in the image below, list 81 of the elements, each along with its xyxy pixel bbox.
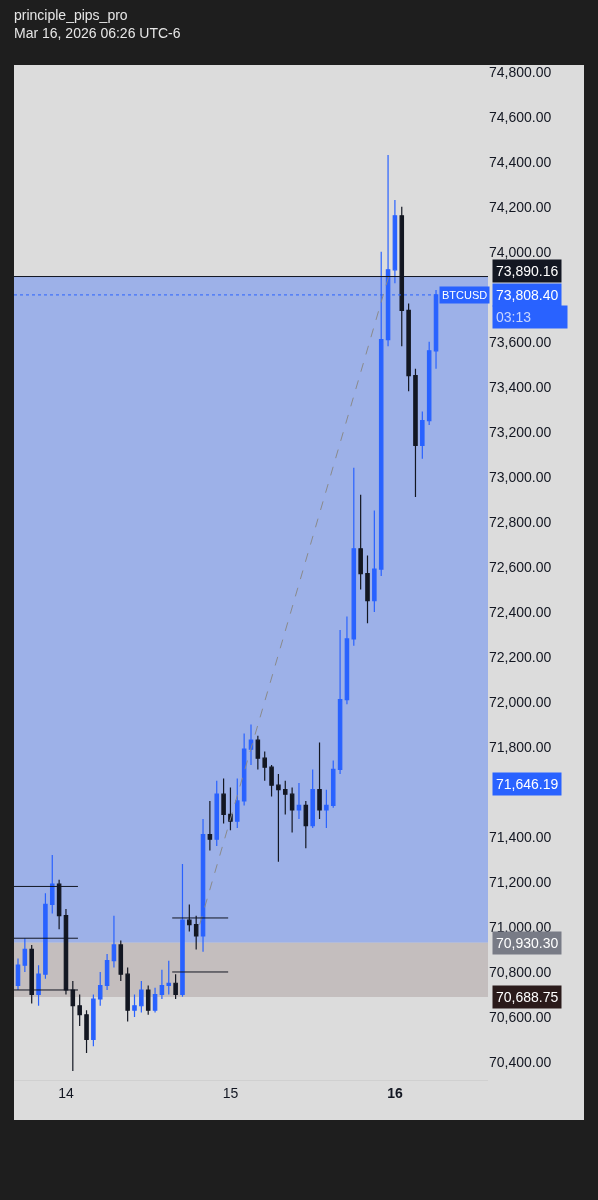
candlestick — [420, 410, 425, 460]
candlestick — [36, 964, 41, 1007]
y-tick-label: 70,400.00 — [489, 1053, 552, 1070]
text: 71,646.19 — [496, 776, 559, 792]
candlestick — [159, 969, 165, 1000]
candlestick — [372, 510, 377, 613]
y-tick-label: 74,000.00 — [489, 243, 552, 260]
candlestick — [77, 993, 82, 1027]
y-tick-label: 72,200.00 — [489, 648, 552, 665]
candlestick — [91, 993, 96, 1047]
y-tick-label: 72,800.00 — [489, 513, 552, 530]
y-tick-label: 71,800.00 — [489, 738, 552, 755]
ref-line-label: 73,890.16 — [496, 263, 559, 279]
candlestick — [49, 854, 55, 915]
candlestick — [22, 937, 28, 973]
candlestick — [84, 1009, 89, 1054]
candlestick — [132, 993, 137, 1018]
candlestick — [344, 615, 350, 705]
y-tick-label: 73,000.00 — [489, 468, 552, 485]
candlestick — [221, 777, 226, 825]
y-tick-label: 73,600.00 — [489, 333, 552, 350]
y-tick-label: 71,000.00 — [489, 918, 552, 935]
candlestick — [145, 984, 151, 1016]
candlestick — [324, 789, 329, 829]
y-tick-label: 74,800.00 — [489, 63, 552, 80]
candlestick — [166, 960, 172, 996]
y-tick-label: 74,400.00 — [489, 153, 552, 170]
candlestick — [125, 966, 130, 1023]
candlestick — [152, 987, 158, 1014]
y-tick-label: 72,400.00 — [489, 603, 552, 620]
candlestick — [358, 494, 363, 590]
candlestick — [200, 818, 206, 953]
y-tick-label: 70,800.00 — [489, 963, 552, 980]
candlestick — [317, 741, 322, 820]
candlestick — [406, 302, 411, 392]
y-tick-label: 72,000.00 — [489, 693, 552, 710]
y-tick-label: 74,200.00 — [489, 198, 552, 215]
y-tick-label: 73,200.00 — [489, 423, 552, 440]
y-tick-label: 74,600.00 — [489, 108, 552, 125]
candlestick — [392, 199, 398, 284]
candlestick — [303, 800, 309, 849]
candlestick — [310, 768, 315, 829]
y-tick-label: 71,400.00 — [489, 828, 552, 845]
candlestick — [97, 971, 103, 1007]
candlestick — [262, 750, 267, 782]
candlestick — [139, 980, 144, 1014]
ref-line-label: 73,808.40 — [496, 287, 559, 303]
candlestick — [255, 735, 261, 771]
candlestick — [43, 892, 48, 980]
y-tick-label: 70,600.00 — [489, 1008, 552, 1025]
candlestick — [180, 863, 185, 998]
candlestick — [330, 759, 336, 809]
candlestick — [214, 780, 220, 847]
candlestick — [235, 777, 240, 829]
candlestick — [276, 773, 281, 863]
y-tick-label: 72,600.00 — [489, 558, 552, 575]
candlestick — [104, 953, 110, 991]
candlestick — [111, 915, 117, 969]
annotation: BTCUSD — [442, 289, 488, 301]
text: 03:13 — [496, 309, 532, 325]
chart-title: principle_pips_pro — [14, 7, 128, 23]
candlestick — [413, 368, 418, 498]
x-tick-label: 14 — [58, 1084, 74, 1101]
x-tick-label: 15 — [222, 1084, 239, 1101]
candlestick — [282, 780, 288, 816]
candlestick — [426, 341, 432, 426]
y-tick-label: 73,400.00 — [489, 378, 552, 395]
x-tick-label: 16 — [387, 1084, 403, 1101]
candlestick — [118, 939, 124, 982]
candlestick — [269, 764, 274, 798]
candlestick — [337, 629, 343, 775]
candlestick — [289, 786, 295, 834]
candlestick — [365, 555, 370, 624]
y-tick-label: 71,200.00 — [489, 873, 552, 890]
band-label: 70,930.30 — [496, 935, 559, 951]
candlestick — [296, 782, 302, 820]
candlestick — [351, 467, 357, 647]
candlestick — [207, 800, 213, 852]
candlestick — [15, 957, 21, 991]
chart-subtitle: Mar 16, 2026 06:26 UTC-6 — [14, 25, 181, 42]
band-label: 70,688.75 — [496, 989, 559, 1005]
